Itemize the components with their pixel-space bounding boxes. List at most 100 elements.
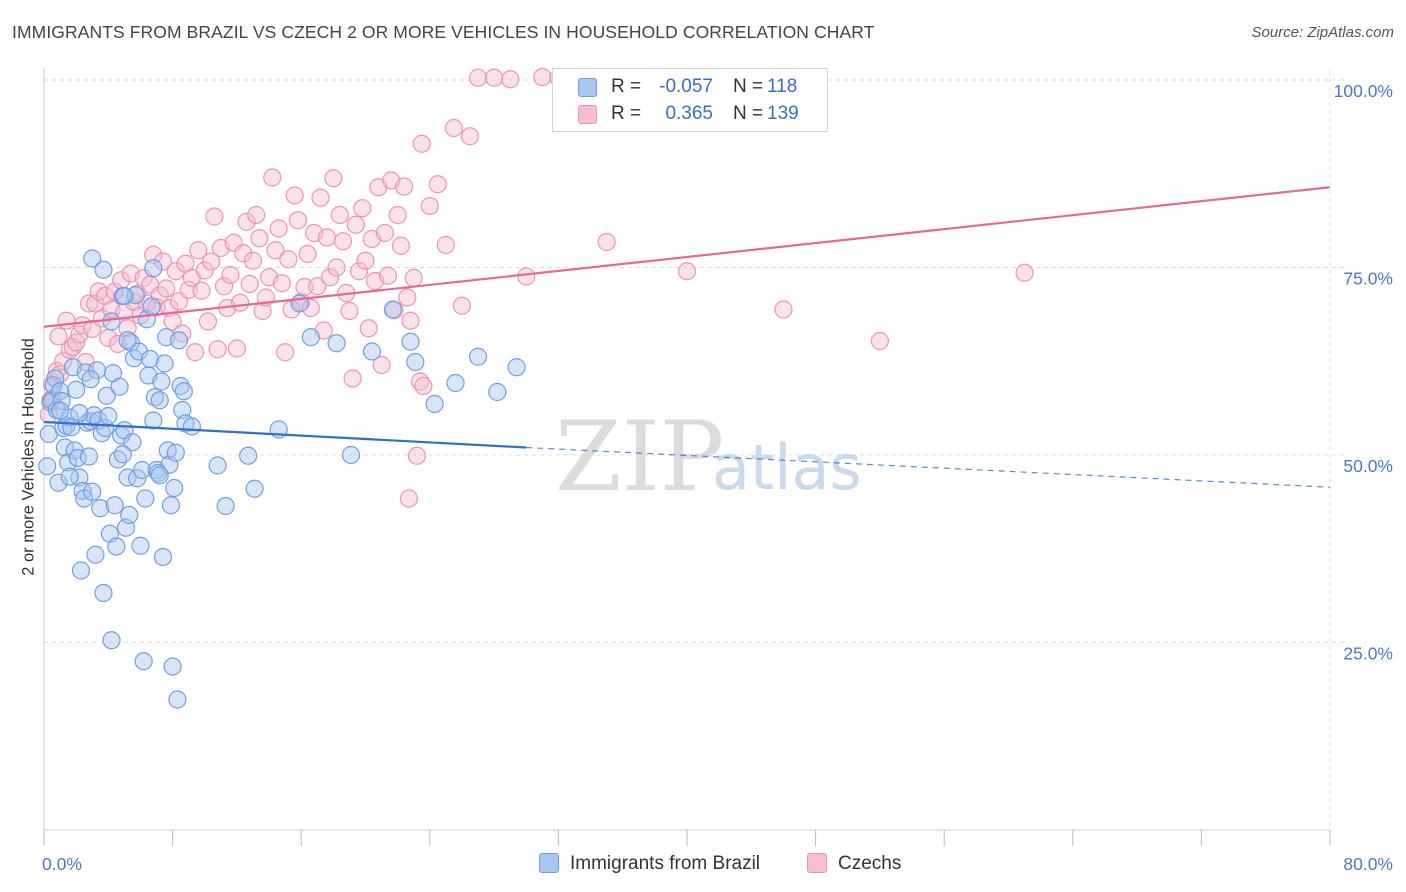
czechs-point [428,175,447,194]
brazil-point [150,391,169,410]
brazil-point [94,583,113,603]
brazil-point [83,482,102,501]
brazil-point [152,372,171,391]
source-credit[interactable]: Source: ZipAtlas.com [1251,24,1394,41]
n-label: N = [733,103,764,124]
czechs-point [343,369,362,388]
czechs-point [412,134,431,153]
brazil-point [86,545,105,564]
czechs-point [198,312,218,331]
czechs-point [247,205,266,225]
brazil-point [208,456,227,475]
r-label: R = [611,76,642,97]
brazil-point [70,403,89,423]
brazil-point [341,445,361,465]
brazil-point [73,481,92,501]
czechs-point [333,232,353,251]
brazil-point [118,468,137,487]
czechs-point [321,268,340,287]
czechs-point [317,228,337,247]
czechs-point [404,268,423,288]
czechs-point [227,339,246,358]
brazil-point [97,386,116,405]
czechs-point [349,262,369,281]
czechs-point [231,293,250,312]
brazil-point [71,561,91,580]
czechs-point [372,355,391,375]
czechs-point [420,196,439,216]
czechs-point [266,241,285,260]
czechs-point [311,188,330,207]
r-value: 0.365 [665,103,713,124]
czechs-point [208,340,227,359]
brazil-point [142,297,161,316]
brazil-point [120,505,139,525]
y-tick-label: 100.0% [1334,81,1393,101]
czechs-point [378,266,398,285]
czechs-point [460,127,480,146]
brazil-point [165,478,184,498]
brazil-point [110,377,129,396]
czechs-point [49,327,68,346]
brazil-point [140,349,160,369]
czechs-point [153,252,173,271]
legend-row-czechs: R = 0.365 N = 139 [553,100,827,128]
brazil-point [168,690,187,709]
czechs-point [269,219,288,238]
czechs-point [436,235,455,255]
czechs-point [202,252,221,271]
brazil-point [163,657,182,676]
brazil-point [239,446,258,465]
czechs-point [250,229,269,248]
czechs-point [375,223,394,243]
czechs-point [272,274,292,293]
watermark-zip: ZIP [555,401,724,513]
czechs-legend-swatch [807,853,827,873]
czechs-point [1015,263,1034,282]
y-tick-label: 25.0% [1343,644,1393,664]
brazil-point [49,473,68,492]
brazil-point [161,496,181,515]
czechs-point [243,251,263,270]
legend-row-brazil: R = -0.057 N = 118 [553,73,827,101]
brazil-point [38,457,57,476]
czechs-point [54,352,73,371]
czechs-point [295,277,314,297]
brazil-point [171,376,190,396]
czechs-point [79,294,99,313]
czechs-point [324,169,343,188]
brazil-point [94,260,113,279]
czechs-point [414,376,433,396]
brazil-point [102,631,121,650]
brazil-point [115,286,134,306]
czechs-trend-line [43,186,1331,328]
czechs-point [444,118,464,138]
czechs-point [870,331,890,351]
r-value: -0.057 [659,76,713,97]
x-tick-labels: 0.0% 80.0% [42,854,1393,874]
czechs-point [60,340,79,360]
czechs-point [240,274,259,294]
czechs-point [399,489,419,508]
czechs-point [468,68,488,87]
czechs-swatch [578,105,597,124]
brazil-point [446,373,465,393]
czechs-point [205,207,224,226]
brazil-point [216,496,235,516]
czechs-point [774,300,793,319]
x-tick-label: 80.0% [1343,854,1393,874]
brazil-point [83,249,102,268]
czechs-point [157,279,176,298]
czechs-point [86,294,105,313]
brazil-point [108,450,128,469]
czechs-point [391,236,410,255]
brazil-point [113,445,132,464]
czechs-point [285,186,304,205]
brazil-point [79,447,99,466]
czechs-point [330,205,349,225]
czechs-point [179,280,198,300]
czechs-point [263,168,282,187]
brazil-point [60,467,79,486]
brazil-swatch [578,78,597,97]
czechs-point [308,277,327,296]
